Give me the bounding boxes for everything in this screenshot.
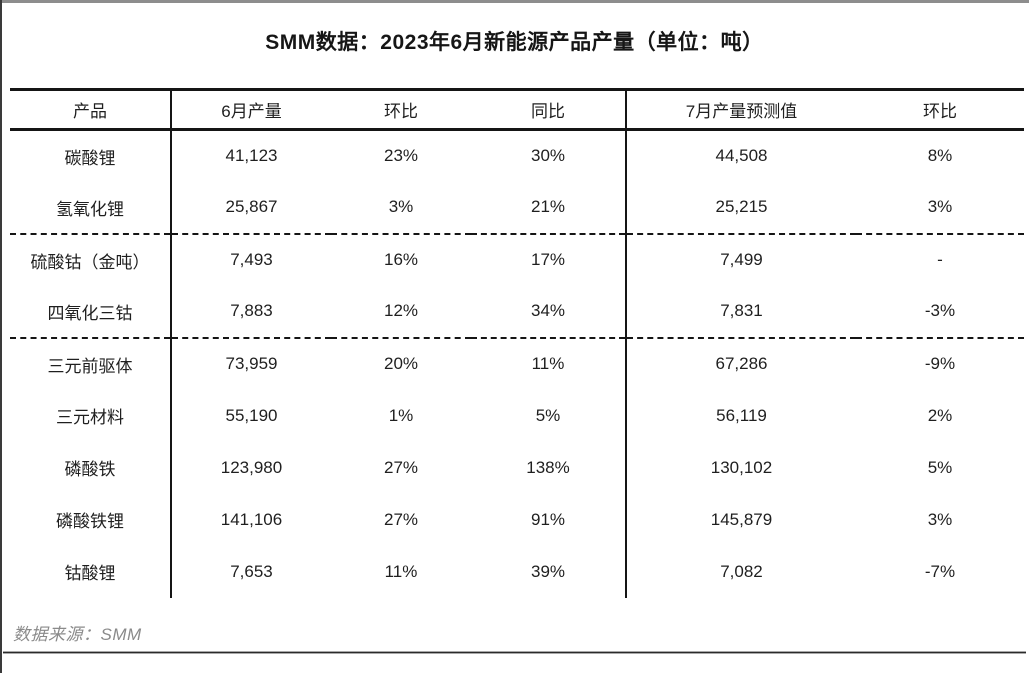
cell-product: 磷酸铁 [10, 441, 172, 494]
table-row: 硫酸钴（金吨） 7,493 16% 17% 7,499 - [10, 233, 1024, 286]
bottom-edge-divider [3, 651, 1026, 654]
cell-yoy: 11% [471, 337, 627, 390]
cell-july-forecast: 130,102 [710, 457, 773, 477]
table-row: 磷酸铁锂 141,106 27% 91% 145,879 3% [10, 493, 1024, 546]
cell-forecast-mom: 3% [927, 197, 953, 216]
cell-yoy: 5% [471, 389, 627, 442]
cell-july-forecast: 44,508 [715, 146, 768, 166]
top-edge-divider [0, 0, 1029, 3]
table-row: 氢氧化锂 25,867 3% 21% 25,215 3% [10, 181, 1024, 234]
table-row: 四氧化三钴 7,883 12% 34% 7,831 -3% [10, 285, 1024, 338]
table-row: 三元材料 55,190 1% 5% 56,119 2% [10, 389, 1024, 442]
cell-june-output: 41,123 [225, 146, 278, 166]
cell-yoy: 138% [471, 441, 627, 494]
cell-july-forecast: 7,499 [720, 250, 763, 269]
table-row: 三元前驱体 73,959 20% 11% 67,286 -9% [10, 337, 1024, 390]
cell-july-forecast: 145,879 [710, 509, 773, 529]
cell-mom: 3% [388, 197, 414, 216]
cell-june-output: 55,190 [225, 405, 278, 425]
cell-product: 硫酸钴（金吨） [10, 233, 172, 286]
table-row: 磷酸铁 123,980 27% 138% 130,102 5% [10, 441, 1024, 494]
cell-product: 磷酸铁锂 [10, 493, 172, 546]
cell-product: 三元材料 [10, 389, 172, 442]
cell-july-forecast: 56,119 [716, 405, 767, 425]
cell-forecast-mom: 8% [927, 146, 953, 166]
cell-mom: 1% [388, 405, 414, 425]
cell-yoy: 17% [471, 233, 627, 286]
header-forecast-mom: 环比 [923, 102, 957, 121]
cell-june-output: 73,959 [225, 354, 278, 373]
figure-title: SMM数据：2023年6月新能源产品产量（单位：吨） [265, 31, 764, 54]
cell-product: 氢氧化锂 [10, 181, 172, 234]
cell-june-output: 25,867 [225, 197, 278, 216]
cell-june-output: 141,106 [220, 509, 283, 529]
cell-july-forecast: 67,286 [715, 354, 768, 373]
cell-june-output: 7,653 [230, 561, 273, 581]
cell-mom: 27% [383, 509, 419, 529]
cell-forecast-mom: -7% [924, 561, 956, 581]
header-mom: 环比 [384, 102, 418, 121]
cell-mom: 16% [383, 250, 419, 269]
header-product: 产品 [10, 89, 172, 130]
cell-yoy: 34% [471, 285, 627, 338]
table-row: 钴酸锂 7,653 11% 39% 7,082 -7% [10, 545, 1024, 598]
cell-mom: 20% [383, 354, 419, 373]
cell-yoy: 30% [471, 129, 627, 182]
cell-forecast-mom: -3% [924, 301, 956, 320]
cell-mom: 11% [384, 561, 418, 581]
cell-yoy: 39% [471, 545, 627, 598]
table-header-row: 产品 6月产量 环比 同比 7月产量预测值 环比 [10, 89, 1024, 130]
header-yoy: 同比 [471, 89, 627, 130]
cell-june-output: 123,980 [220, 457, 283, 477]
left-edge-divider [0, 0, 2, 673]
cell-forecast-mom: 5% [927, 457, 953, 477]
cell-july-forecast: 7,082 [720, 561, 763, 581]
cell-june-output: 7,883 [230, 301, 273, 320]
table-row: 碳酸锂 41,123 23% 30% 44,508 8% [10, 129, 1024, 182]
data-source-note: 数据来源：SMM [13, 625, 142, 644]
cell-forecast-mom: 2% [927, 405, 953, 425]
cell-forecast-mom: - [937, 250, 943, 269]
cell-yoy: 91% [471, 493, 627, 546]
cell-product: 碳酸锂 [10, 129, 172, 182]
cell-mom: 23% [383, 146, 419, 166]
cell-forecast-mom: -9% [924, 354, 956, 373]
cell-june-output: 7,493 [230, 250, 273, 269]
cell-july-forecast: 7,831 [720, 301, 763, 320]
cell-mom: 27% [383, 457, 419, 477]
cell-product: 钴酸锂 [10, 545, 172, 598]
cell-forecast-mom: 3% [927, 509, 953, 529]
cell-mom: 12% [383, 301, 419, 320]
cell-product: 四氧化三钴 [10, 285, 172, 338]
production-data-table: 产品 6月产量 环比 同比 7月产量预测值 环比 碳酸锂 41,123 23% … [10, 88, 1024, 598]
cell-product: 三元前驱体 [10, 337, 172, 390]
cell-yoy: 21% [471, 181, 627, 234]
header-july-forecast: 7月产量预测值 [685, 102, 798, 121]
cell-july-forecast: 25,215 [715, 197, 768, 216]
header-june-output: 6月产量 [221, 102, 282, 121]
